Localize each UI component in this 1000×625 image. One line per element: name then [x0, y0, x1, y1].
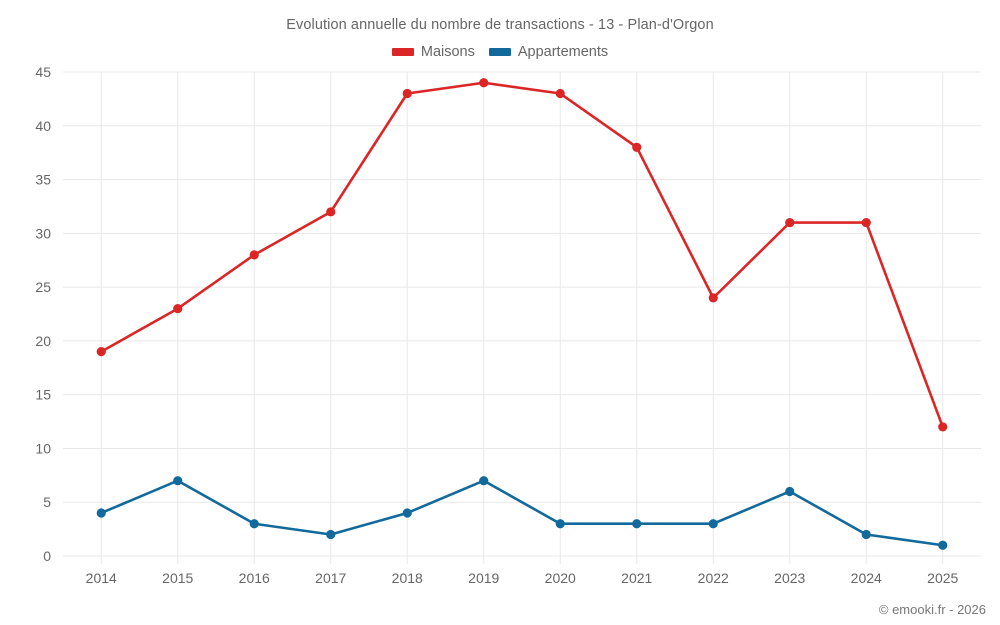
data-point-marker[interactable] [938, 540, 948, 550]
chart-legend: Maisons Appartements [0, 44, 1000, 60]
legend-item-appartements[interactable]: Appartements [488, 44, 609, 60]
data-point-marker[interactable] [555, 519, 565, 529]
y-axis-tick-labels: 0 5 10 15 20 25 30 35 40 45 [35, 64, 51, 564]
data-point-marker[interactable] [96, 508, 106, 518]
data-point-marker[interactable] [173, 476, 183, 486]
x-tick-label: 2023 [774, 570, 805, 586]
data-point-marker[interactable] [632, 519, 642, 529]
x-tick-label: 2025 [927, 570, 958, 586]
line-swatch-icon [391, 48, 414, 56]
copyright-credit: © emooki.fr - 2026 [878, 602, 986, 617]
data-point-marker[interactable] [785, 217, 795, 228]
data-point-marker[interactable] [402, 508, 412, 518]
data-point-marker[interactable] [249, 250, 259, 260]
x-tick-label: 2014 [86, 570, 117, 586]
data-point-marker[interactable] [402, 88, 412, 99]
x-tick-label: 2015 [162, 570, 193, 586]
data-point-marker[interactable] [555, 88, 565, 99]
x-tick-label: 2024 [851, 570, 882, 586]
y-tick-label: 35 [35, 172, 51, 188]
series-lines [99, 81, 945, 547]
x-tick-label: 2020 [545, 570, 576, 586]
data-point-marker[interactable] [479, 78, 489, 88]
series-line-maisons [99, 81, 945, 429]
data-point-marker[interactable] [249, 519, 259, 529]
legend-item-maisons[interactable]: Maisons [391, 44, 475, 60]
data-point-marker[interactable] [938, 422, 948, 432]
line-swatch-icon [488, 48, 511, 56]
x-tick-label: 2019 [468, 570, 499, 586]
data-point-marker[interactable] [326, 529, 336, 540]
y-tick-label: 45 [35, 64, 51, 80]
series-markers [96, 78, 948, 550]
x-tick-label: 2016 [239, 570, 270, 586]
y-tick-label: 10 [35, 440, 51, 456]
grid-lines [63, 71, 981, 564]
legend-label-appartements: Appartements [517, 44, 609, 60]
y-tick-label: 20 [35, 333, 51, 349]
data-point-marker[interactable] [861, 217, 871, 228]
data-point-marker[interactable] [632, 142, 642, 152]
data-point-marker[interactable] [479, 476, 489, 486]
y-tick-label: 0 [43, 548, 51, 564]
legend-label-maisons: Maisons [420, 44, 475, 60]
chart-title: Evolution annuelle du nombre de transact… [286, 17, 714, 33]
data-point-marker[interactable] [173, 304, 183, 314]
data-point-marker[interactable] [785, 486, 795, 497]
x-tick-label: 2022 [698, 570, 729, 586]
x-axis-tick-labels: 2014 2015 2016 2017 2018 2019 2020 2021 2022 2023… [86, 570, 959, 586]
data-point-marker[interactable] [326, 207, 336, 217]
y-tick-label: 15 [35, 387, 51, 403]
data-point-marker[interactable] [96, 347, 106, 357]
x-tick-label: 2018 [392, 570, 423, 586]
y-tick-label: 5 [43, 494, 51, 510]
x-tick-label: 2021 [621, 570, 652, 586]
data-point-marker[interactable] [708, 519, 718, 529]
y-tick-label: 30 [35, 225, 51, 241]
data-point-marker[interactable] [708, 293, 718, 303]
y-tick-label: 25 [35, 279, 51, 295]
series-line-appartements [99, 479, 945, 547]
data-point-marker[interactable] [861, 529, 871, 540]
y-tick-label: 40 [35, 118, 51, 134]
x-tick-label: 2017 [315, 570, 346, 586]
